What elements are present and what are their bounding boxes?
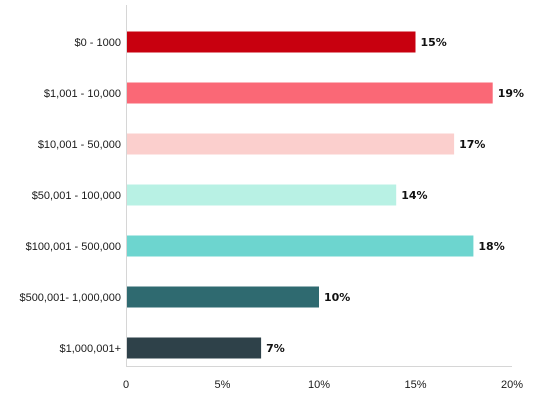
x-tick-label-3: 15%	[404, 379, 426, 391]
category-label-6: $1,000,001+	[60, 343, 121, 355]
category-label-1: $1,001 - 10,000	[44, 88, 121, 100]
data-label-2: 17%	[459, 138, 485, 151]
category-labels: $0 - 1000 $1,001 - 10,000 $10,001 - 50,000…	[19, 37, 121, 355]
bars-group	[127, 31, 493, 359]
x-tick-label-2: 10%	[308, 379, 330, 391]
data-label-6: 7%	[266, 342, 285, 355]
data-label-3: 14%	[401, 189, 427, 202]
category-label-4: $100,001 - 500,000	[26, 241, 121, 253]
bar-2	[127, 133, 455, 155]
category-label-5: $500,001- 1,000,000	[19, 292, 121, 304]
category-label-2: $10,001 - 50,000	[38, 139, 121, 151]
bar-6	[127, 337, 262, 359]
x-tick-labels: 0 5% 10% 15% 20%	[123, 379, 523, 391]
bar-4	[127, 235, 474, 257]
bar-5	[127, 286, 319, 308]
data-label-1: 19%	[498, 87, 524, 100]
data-label-4: 18%	[478, 240, 504, 253]
x-tick-label-1: 5%	[215, 379, 231, 391]
x-tick-label-4: 20%	[501, 379, 523, 391]
bar-3	[127, 184, 397, 206]
category-label-3: $50,001 - 100,000	[32, 190, 121, 202]
data-label-5: 10%	[324, 291, 350, 304]
data-label-0: 15%	[421, 36, 447, 49]
data-labels: 15% 19% 17% 14% 18% 10% 7%	[266, 36, 524, 355]
bar-0	[127, 31, 416, 53]
bar-1	[127, 82, 493, 104]
category-label-0: $0 - 1000	[75, 37, 121, 49]
x-tick-label-0: 0	[123, 379, 129, 391]
